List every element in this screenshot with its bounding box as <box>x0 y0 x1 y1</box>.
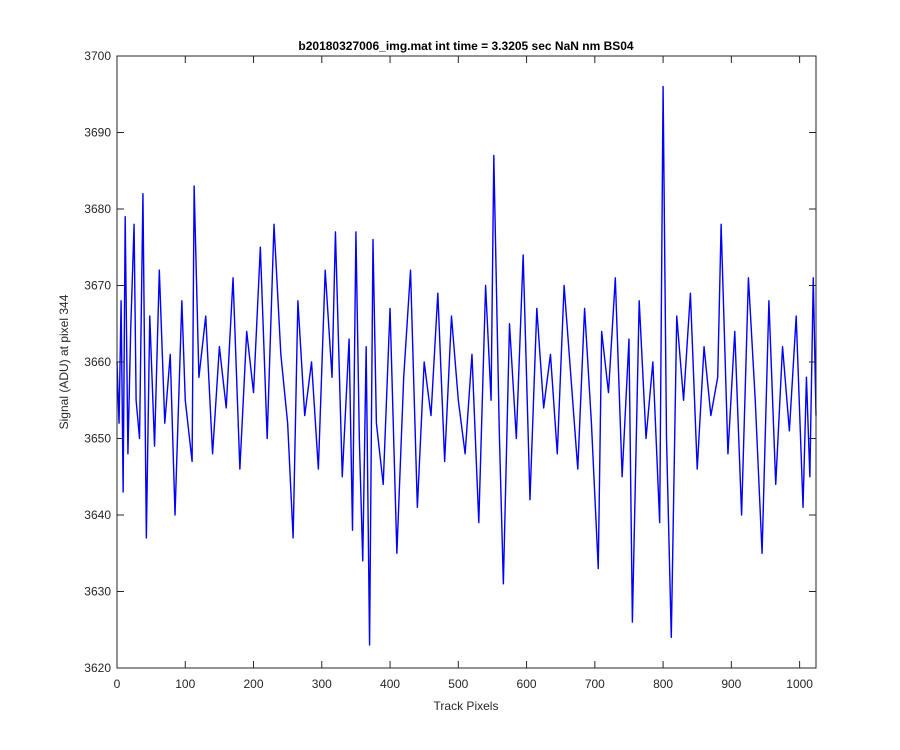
x-tick-label: 800 <box>653 677 673 691</box>
y-axis-ticks: 3620 3630 3640 3650 3660 3670 3680 3690 3700 <box>84 49 816 675</box>
x-tick-label: 900 <box>721 677 741 691</box>
x-axis-ticks: 0 100 200 300 400 500 600 700 800 900 1000 <box>114 56 813 691</box>
x-tick-label: 500 <box>448 677 468 691</box>
chart-title: b20180327006_img.mat int time = 3.3205 s… <box>298 39 634 53</box>
y-tick-label: 3660 <box>84 355 111 369</box>
y-tick-label: 3640 <box>84 508 111 522</box>
y-tick-label: 3620 <box>84 661 111 675</box>
y-axis-label: Signal (ADU) at pixel 344 <box>57 294 71 429</box>
y-tick-label: 3650 <box>84 432 111 446</box>
x-tick-label: 200 <box>244 677 264 691</box>
y-tick-label: 3700 <box>84 49 111 63</box>
y-tick-label: 3690 <box>84 126 111 140</box>
axes-box <box>116 55 817 669</box>
y-tick-label: 3680 <box>84 202 111 216</box>
x-tick-label: 400 <box>380 677 400 691</box>
x-tick-label: 0 <box>114 677 121 691</box>
x-tick-label: 300 <box>312 677 332 691</box>
signal-series-line <box>116 85 817 646</box>
x-axis-label: Track Pixels <box>434 699 499 713</box>
x-tick-label: 600 <box>517 677 537 691</box>
plot-area <box>117 56 816 668</box>
y-tick-label: 3630 <box>84 585 111 599</box>
x-tick-label: 700 <box>585 677 605 691</box>
x-tick-label: 1000 <box>786 677 813 691</box>
y-tick-label: 3670 <box>84 279 111 293</box>
x-tick-label: 100 <box>175 677 195 691</box>
